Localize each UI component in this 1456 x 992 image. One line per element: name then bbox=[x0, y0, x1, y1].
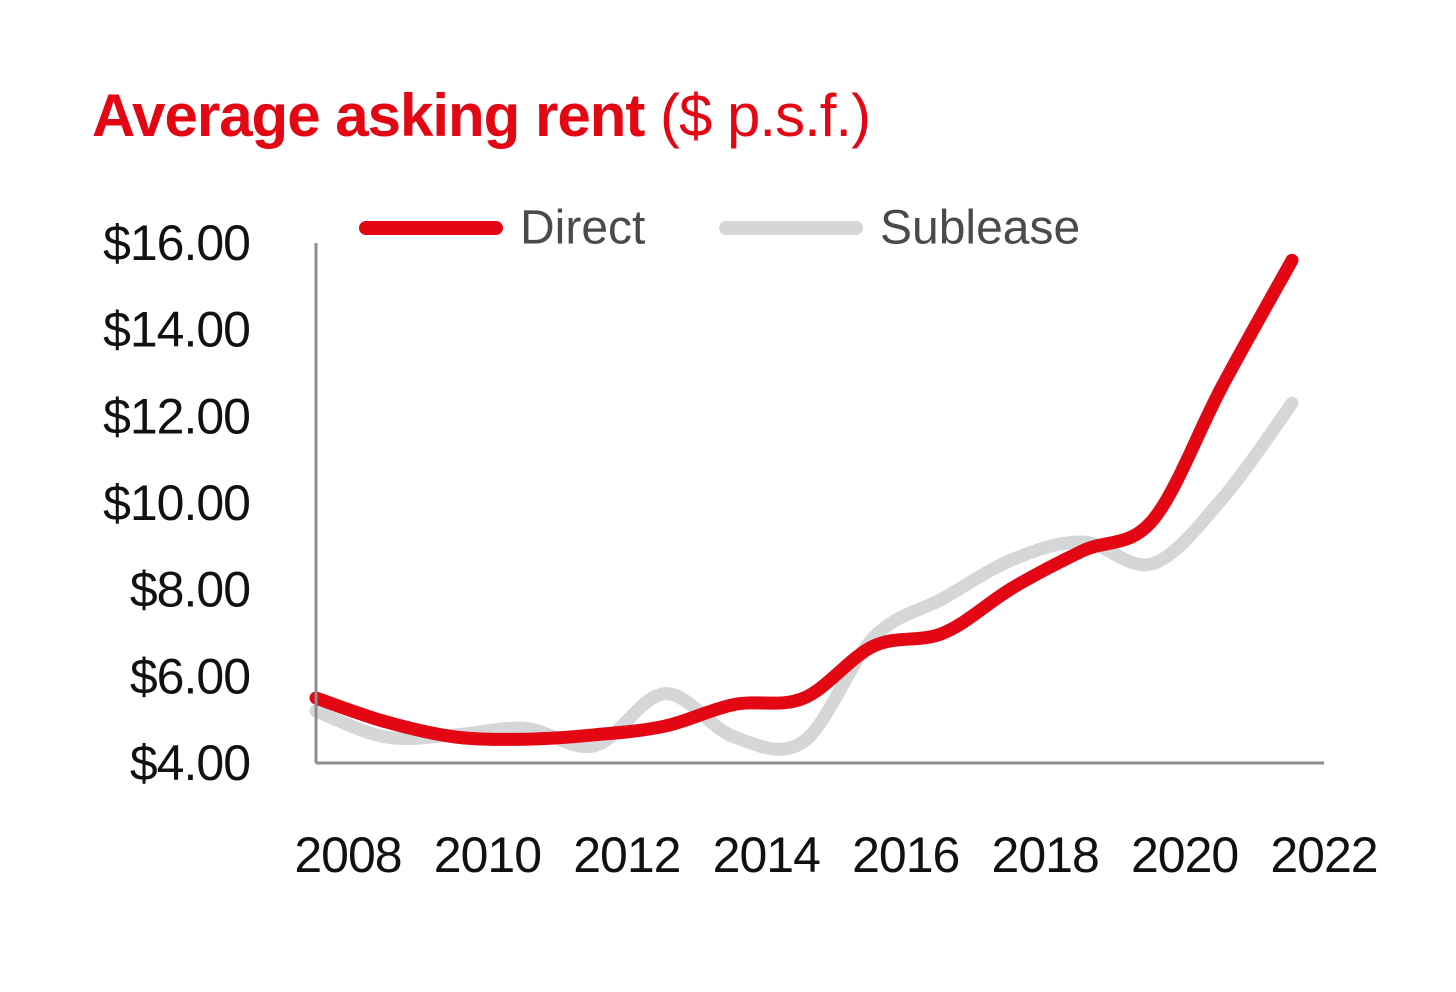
chart-title-unit: ($ p.s.f.) bbox=[660, 82, 871, 149]
legend: Direct Sublease bbox=[359, 202, 1080, 255]
chart-title: Average asking rent ($ p.s.f.) bbox=[92, 78, 871, 154]
x-tick-label: 2012 bbox=[573, 827, 680, 883]
y-tick-label: $12.00 bbox=[103, 388, 250, 444]
series-lines bbox=[309, 253, 1299, 756]
chart-title-main: Average asking rent bbox=[92, 82, 645, 149]
y-tick-label: $6.00 bbox=[130, 648, 250, 704]
x-tick-label: 2018 bbox=[992, 827, 1099, 883]
x-axis-tick-labels: 2008 2010 2012 2014 2016 2018 2020 2022 bbox=[294, 827, 1378, 883]
axes bbox=[314, 243, 1324, 765]
x-tick-label: 2020 bbox=[1131, 827, 1238, 883]
x-tick-label: 2010 bbox=[434, 827, 541, 883]
y-tick-label: $14.00 bbox=[103, 302, 250, 358]
x-tick-label: 2016 bbox=[852, 827, 959, 883]
series-line-direct bbox=[309, 253, 1299, 746]
y-tick-label: $8.00 bbox=[130, 562, 250, 618]
y-tick-label: $4.00 bbox=[130, 735, 250, 791]
x-tick-label: 2014 bbox=[713, 827, 820, 883]
y-axis-tick-labels: $16.00 $14.00 $12.00 $10.00 $8.00 $6.00 $4.00 bbox=[103, 215, 251, 791]
x-tick-label: 2008 bbox=[294, 827, 401, 883]
x-tick-label: 2022 bbox=[1270, 827, 1377, 883]
y-tick-label: $16.00 bbox=[103, 215, 250, 271]
legend-label-sublease: Sublease bbox=[880, 202, 1080, 255]
y-tick-label: $10.00 bbox=[103, 475, 250, 531]
legend-label-direct: Direct bbox=[520, 202, 645, 255]
series-line-sublease bbox=[309, 396, 1299, 756]
